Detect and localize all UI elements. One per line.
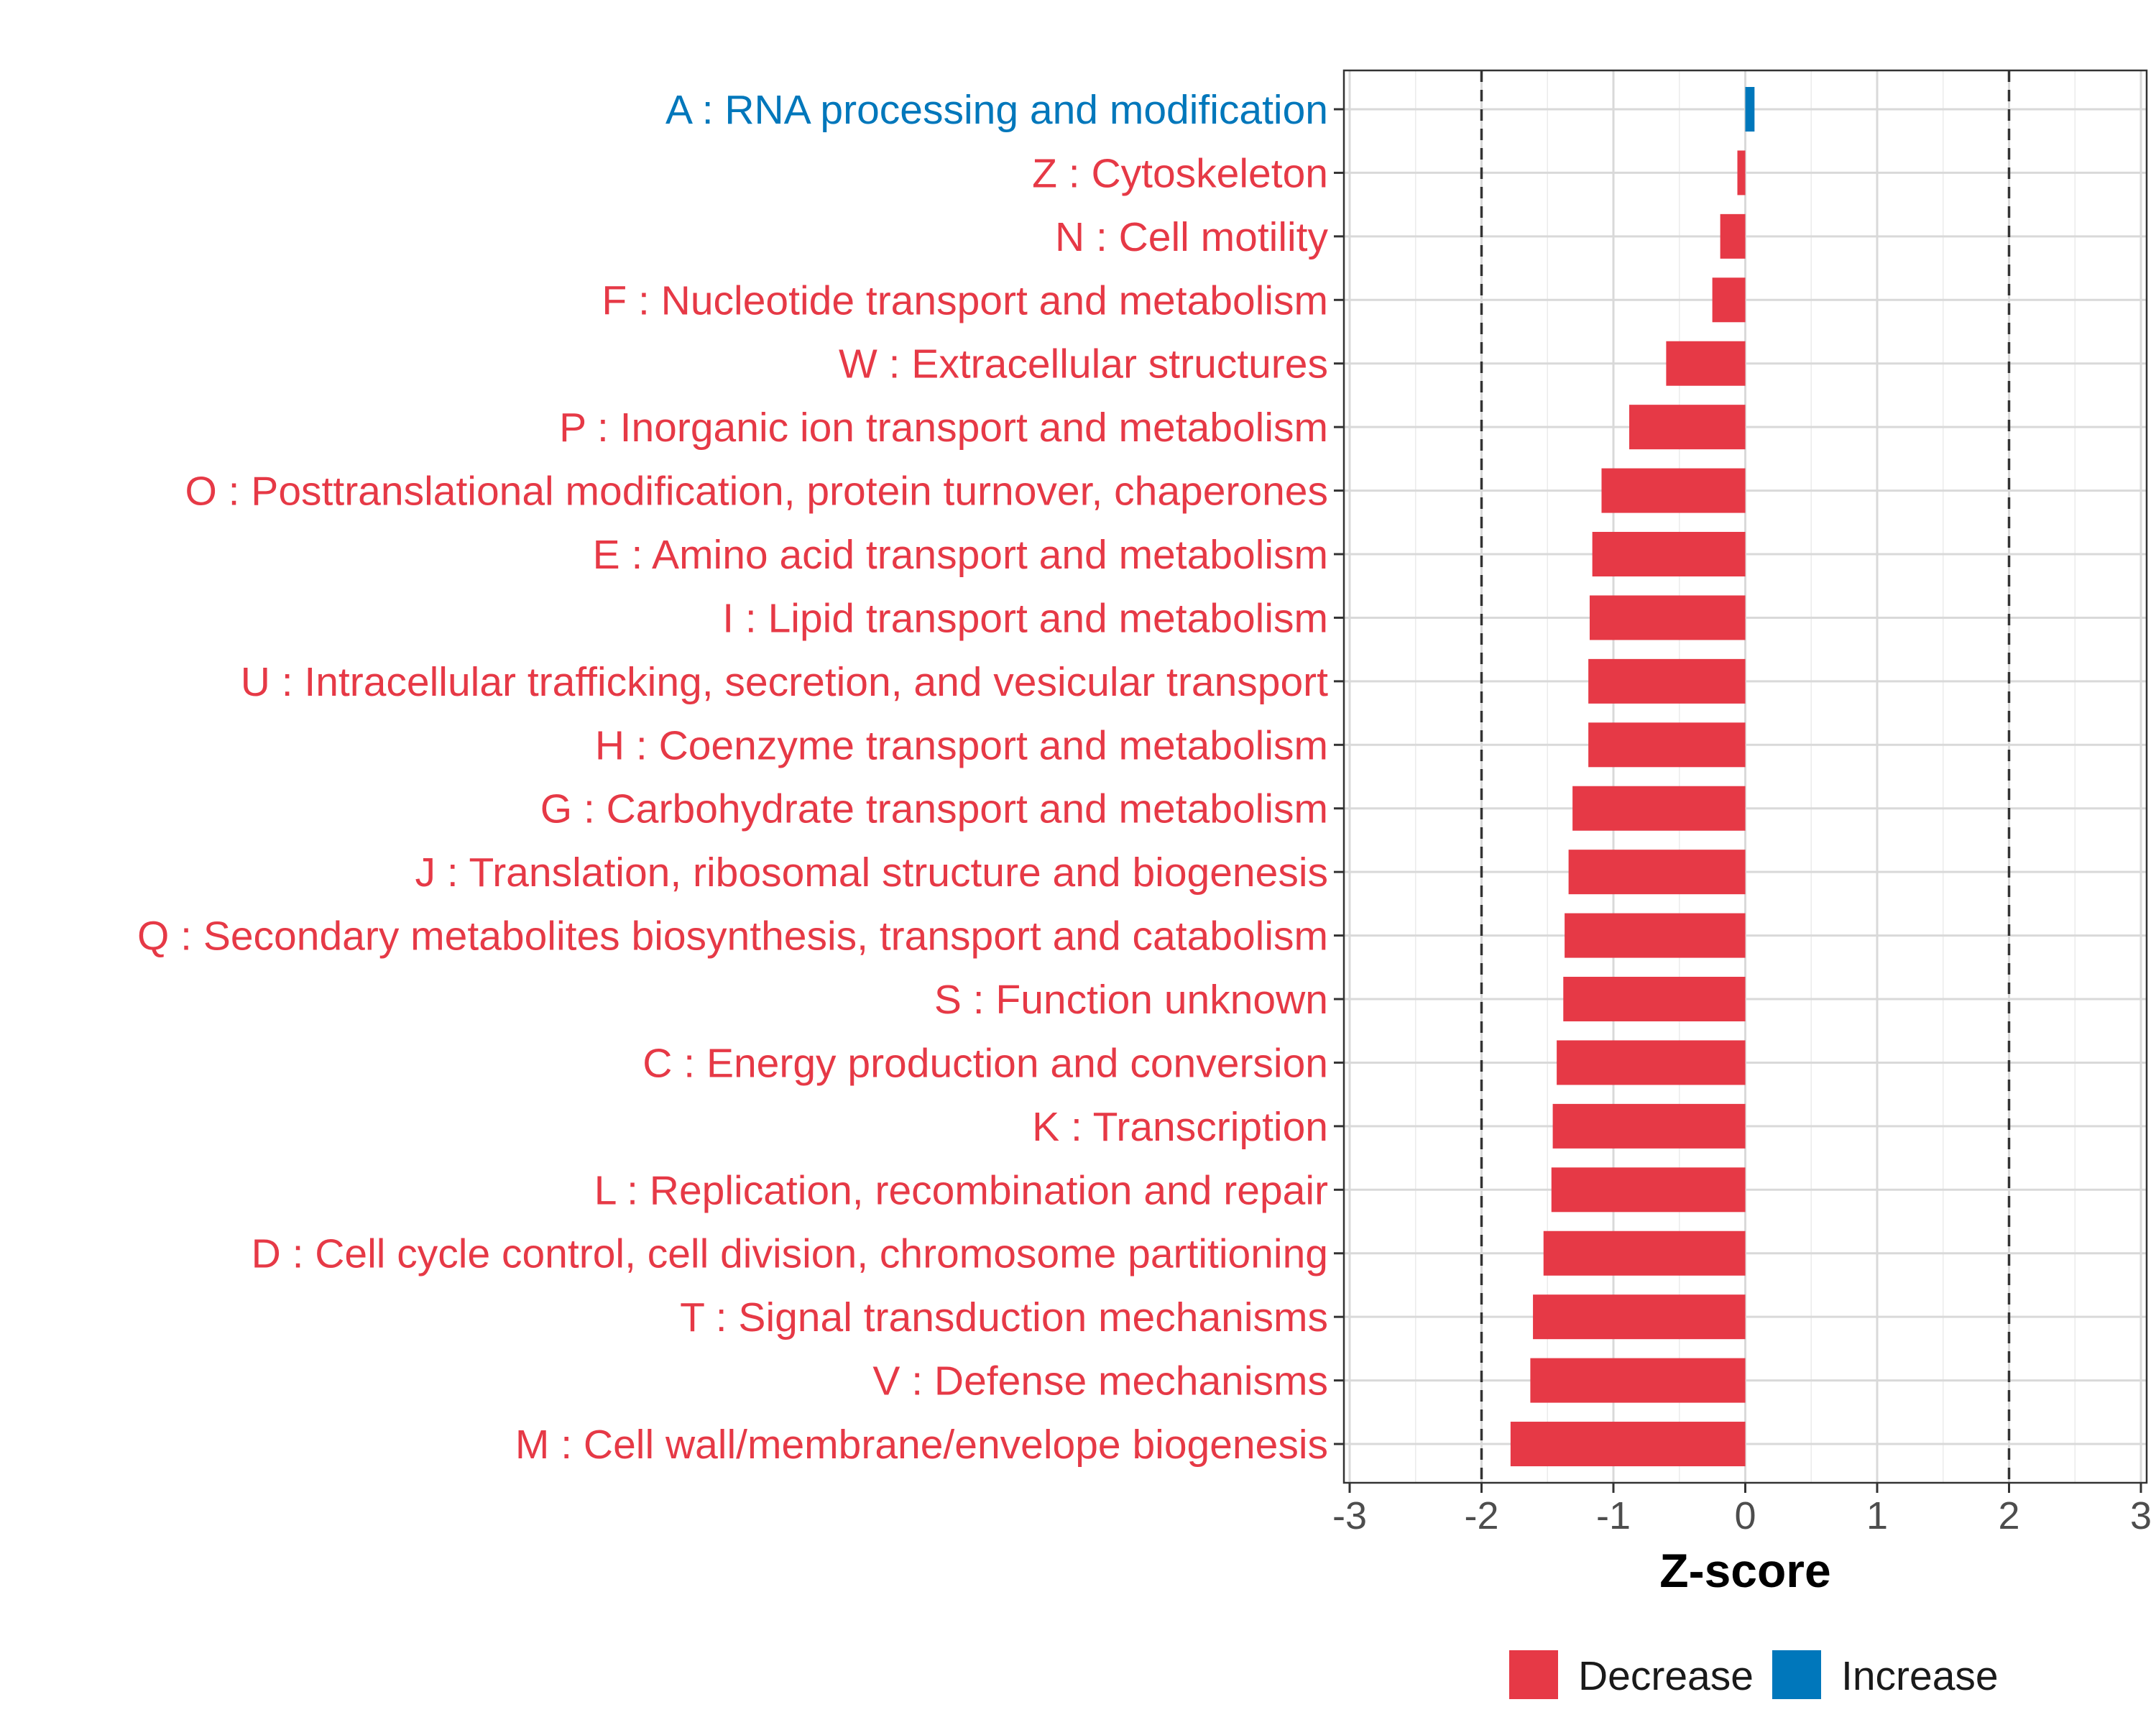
- legend: Decrease Increase: [1509, 1650, 1999, 1699]
- bar: [1745, 87, 1755, 132]
- y-tick-label: C : Energy production and conversion: [642, 1040, 1328, 1086]
- bar: [1533, 1294, 1746, 1340]
- y-tick-label: H : Coenzyme transport and metabolism: [595, 722, 1328, 768]
- y-tick-label: K : Transcription: [1032, 1104, 1328, 1150]
- bar: [1568, 850, 1746, 895]
- bar: [1666, 341, 1746, 386]
- bar: [1592, 532, 1746, 577]
- bar: [1712, 277, 1746, 323]
- y-tick-label: J : Translation, ribosomal structure and…: [415, 850, 1328, 896]
- legend-label: Increase: [1841, 1653, 1999, 1699]
- bar: [1530, 1358, 1746, 1403]
- bar: [1720, 213, 1746, 259]
- bar: [1551, 1167, 1746, 1213]
- y-tick-label: D : Cell cycle control, cell division, c…: [252, 1231, 1328, 1277]
- y-tick-label: N : Cell motility: [1055, 214, 1329, 260]
- y-tick-label: S : Function unknown: [934, 977, 1328, 1023]
- y-tick-label: U : Intracellular trafficking, secretion…: [241, 659, 1328, 705]
- x-tick-label: 1: [1866, 1494, 1888, 1537]
- y-tick-label: Z : Cytoskeleton: [1032, 150, 1328, 196]
- y-tick-label: P : Inorganic ion transport and metaboli…: [559, 405, 1328, 451]
- y-tick-label: G : Carbohydrate transport and metabolis…: [540, 786, 1328, 832]
- x-tick-label: -3: [1332, 1494, 1367, 1537]
- bar: [1601, 468, 1746, 513]
- bar: [1588, 722, 1746, 768]
- legend-label: Decrease: [1578, 1653, 1754, 1699]
- x-tick-label: 2: [1998, 1494, 2019, 1537]
- legend-swatch: [1772, 1650, 1821, 1699]
- bar: [1572, 786, 1746, 831]
- x-tick-label: 0: [1734, 1494, 1756, 1537]
- bar: [1589, 595, 1746, 640]
- bar: [1565, 913, 1746, 958]
- x-tick-label: -1: [1596, 1494, 1631, 1537]
- bar: [1510, 1422, 1746, 1467]
- bar: [1629, 405, 1746, 450]
- y-tick-label: T : Signal transduction mechanisms: [680, 1294, 1328, 1340]
- x-tick-label: -2: [1464, 1494, 1498, 1537]
- x-axis-ticks: -3 -2 -1 0 1 2 3: [1332, 1483, 2152, 1537]
- x-tick-label: 3: [2130, 1494, 2152, 1537]
- y-tick-label: E : Amino acid transport and metabolism: [593, 532, 1328, 578]
- y-tick-label: L : Replication, recombination and repai…: [594, 1167, 1328, 1213]
- y-tick-label: A : RNA processing and modification: [665, 87, 1328, 133]
- y-tick-label: W : Extracellular structures: [839, 341, 1328, 387]
- bar: [1588, 658, 1746, 704]
- bars: [1510, 87, 1755, 1467]
- y-tick-label: Q : Secondary metabolites biosynthesis, …: [137, 914, 1328, 960]
- bar: [1552, 1103, 1746, 1149]
- y-tick-label: M : Cell wall/membrane/envelope biogenes…: [515, 1422, 1328, 1468]
- y-tick-label: I : Lipid transport and metabolism: [722, 595, 1328, 641]
- y-tick-label: F : Nucleotide transport and metabolism: [602, 277, 1328, 323]
- bar: [1557, 1040, 1746, 1085]
- y-tick-label: O : Posttranslational modification, prot…: [185, 469, 1328, 515]
- x-axis-title: Z-score: [1659, 1544, 1830, 1597]
- reference-lines: [1480, 70, 2011, 1483]
- y-tick-label: V : Defense mechanisms: [872, 1358, 1328, 1404]
- y-axis-ticks: A : RNA processing and modification Z : C…: [137, 87, 1344, 1468]
- legend-swatch: [1509, 1650, 1558, 1699]
- bar: [1737, 150, 1746, 196]
- bar: [1563, 977, 1746, 1022]
- bar: [1543, 1230, 1746, 1276]
